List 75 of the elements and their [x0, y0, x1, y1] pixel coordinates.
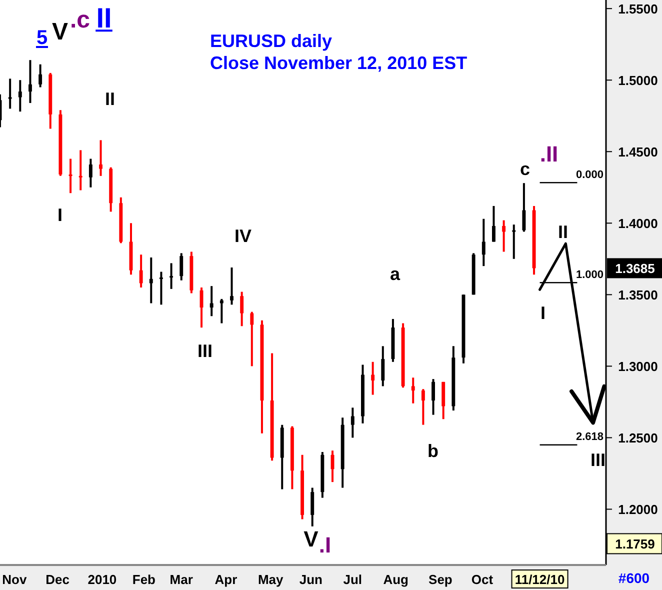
annotation: 5	[36, 27, 48, 49]
y-tick-label: 1.4500	[618, 144, 658, 160]
x-tick-label: 11/12/10	[514, 572, 565, 587]
y-tick-label: 1.5500	[618, 2, 658, 17]
candlestick	[159, 270, 163, 306]
annotation: IV	[234, 226, 252, 246]
annotation: II	[96, 2, 112, 34]
annotation: 2.618	[576, 431, 604, 443]
candlestick	[512, 224, 516, 260]
candlestick	[240, 290, 244, 328]
candlestick	[492, 204, 496, 243]
candlestick	[68, 158, 72, 194]
candlestick	[371, 360, 375, 396]
annotation: a	[390, 264, 401, 284]
candlestick	[149, 256, 153, 304]
candlestick	[28, 59, 32, 104]
y-tick-label: 1.1759	[615, 536, 655, 552]
annotation: I	[540, 303, 546, 323]
x-tick-label: Apr	[214, 572, 238, 587]
y-tick-label: 1.5000	[618, 73, 658, 88]
annotation: I	[57, 205, 63, 225]
x-tick-label: May	[258, 572, 284, 587]
text: EURUSD daily	[210, 31, 332, 51]
candlestick	[88, 158, 92, 188]
x-tick-label: Sep	[428, 572, 452, 587]
annotation: II	[104, 89, 116, 109]
candlestick	[350, 406, 354, 439]
candlestick	[381, 345, 385, 388]
candlestick	[421, 388, 425, 426]
annotation: III	[197, 341, 213, 361]
candlestick	[432, 378, 435, 416]
x-tick-label: Nov	[2, 572, 28, 587]
annotation: .II	[540, 142, 558, 166]
x-tick-label: Dec	[46, 572, 70, 587]
x-tick-label: 2010	[88, 572, 117, 587]
candlestick	[411, 376, 415, 404]
annotation: 1.000	[576, 269, 604, 281]
x-tick-label: Oct	[471, 572, 494, 587]
y-tick-label: 1.3685	[615, 261, 655, 276]
candlestick	[482, 218, 486, 268]
y-tick-label: 1.2500	[618, 430, 658, 446]
annotation: .I	[318, 532, 332, 558]
candlestick	[99, 139, 102, 177]
annotation: .c	[70, 6, 90, 34]
candlestick	[170, 262, 174, 290]
candlestick	[210, 285, 214, 318]
annotation: c	[520, 159, 530, 179]
annotation: 0.000	[576, 169, 604, 181]
annotation: III	[590, 450, 606, 470]
annotation: II	[558, 222, 568, 242]
candlestick	[38, 63, 42, 88]
text: Close November 12, 2010 EST	[210, 53, 468, 73]
x-tick-label: Jun	[299, 572, 323, 587]
candlestick	[310, 486, 314, 528]
x-tick-label: Jul	[343, 572, 362, 587]
annotation: V	[52, 18, 68, 46]
y-tick-label: 1.3500	[618, 288, 658, 303]
y-tick-label: 1.2000	[618, 502, 658, 518]
candlestick	[250, 310, 254, 368]
y-tick-label: 1.4000	[618, 216, 658, 232]
candlestick	[139, 254, 143, 289]
x-tick-label: Aug	[383, 572, 409, 587]
candlestick	[180, 252, 184, 282]
annotation: b	[428, 441, 438, 461]
candlestick	[502, 219, 506, 253]
text: #600	[618, 570, 650, 586]
candlestick	[78, 149, 82, 192]
x-tick-label: Feb	[132, 572, 156, 587]
annotation: V	[304, 526, 319, 552]
x-tick-label: Mar	[170, 572, 193, 587]
candlestick	[522, 182, 526, 233]
y-tick-label: 1.3000	[618, 359, 658, 374]
candlestick	[8, 78, 12, 110]
candlestick	[230, 266, 234, 306]
candlestick	[18, 79, 22, 113]
